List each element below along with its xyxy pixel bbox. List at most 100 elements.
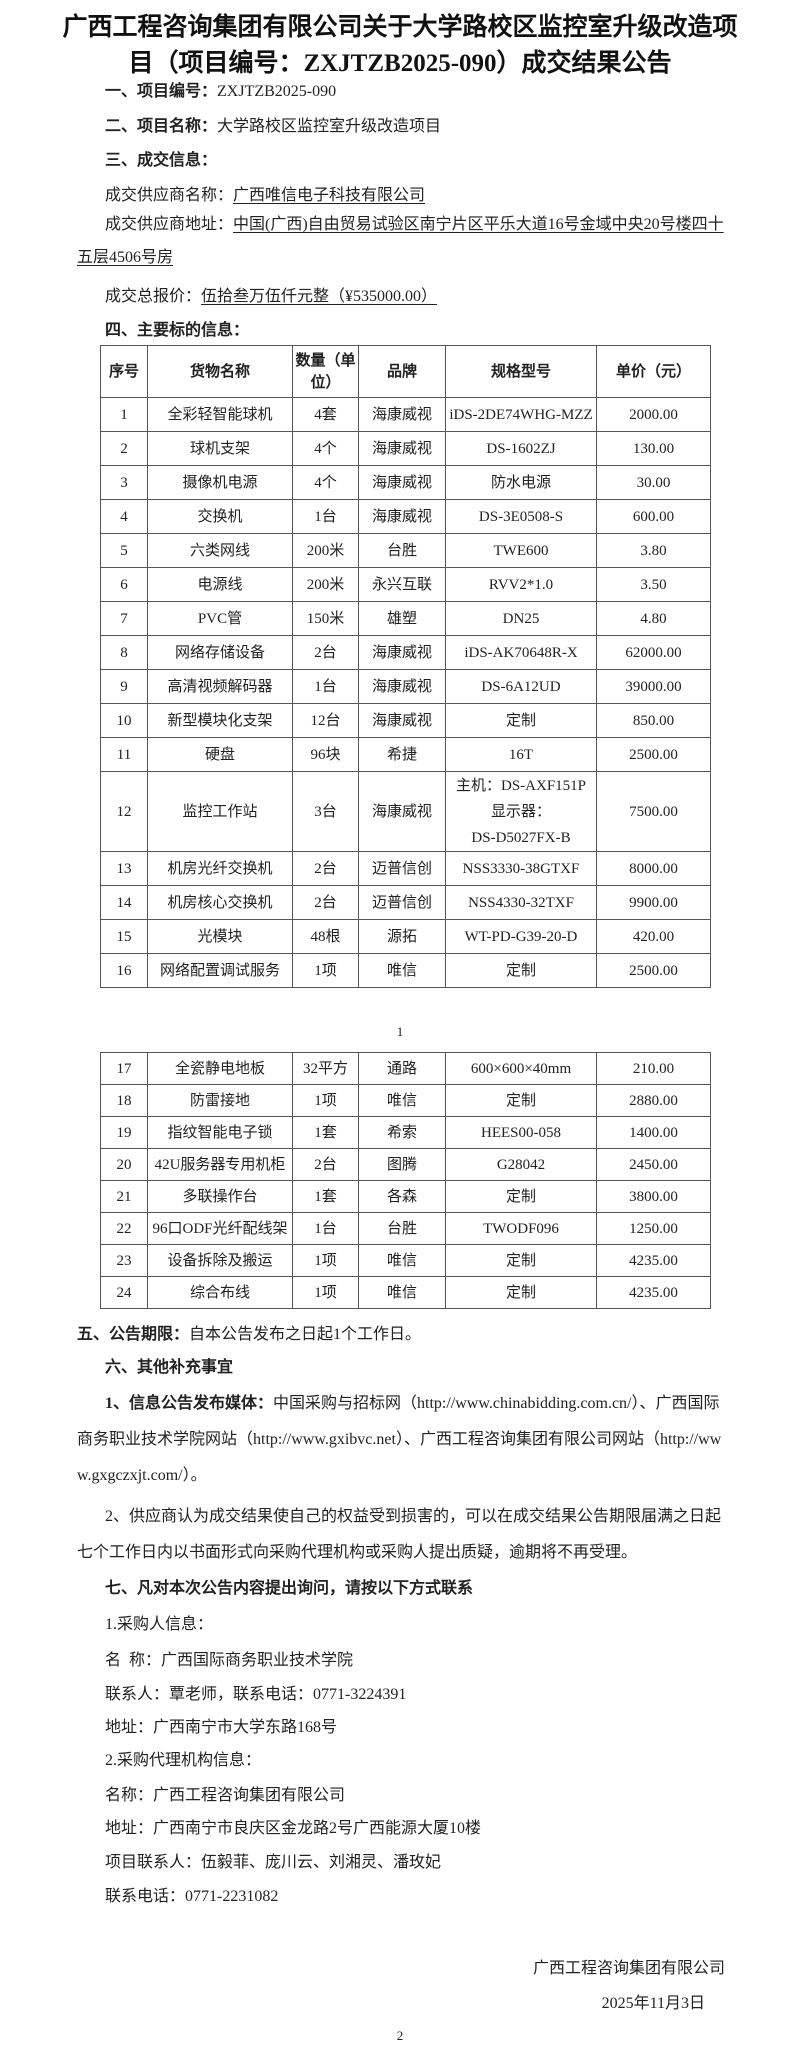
items-table-part1: 序号 货物名称 数量（单位） 品牌 规格型号 单价（元） 1 全彩轻智能球机 4套海…: [100, 345, 711, 988]
cell-model: RVV2*1.0: [445, 567, 597, 602]
cell-brand: 希索: [358, 1116, 446, 1149]
cell-model: DS-1602ZJ: [445, 431, 597, 466]
cell-seq: 1: [100, 397, 148, 432]
cell-goods-name: 摄像机电源: [147, 465, 293, 500]
table-row: 4 交换机 1台 海康威视 DS-3E0508-S 600.00: [100, 499, 711, 534]
cell-unit-price: 600.00: [596, 499, 711, 534]
cell-unit-price: 2450.00: [596, 1148, 711, 1181]
cell-model: TWODF096: [445, 1212, 597, 1245]
value: 中国采购与招标网（http://www.chinabidding.com.cn/…: [77, 1395, 722, 1484]
cell-seq: 16: [100, 953, 148, 988]
cell-brand: 唯信: [358, 1276, 446, 1309]
cell-quantity: 4个: [292, 465, 359, 500]
label: 成交供应商名称：: [105, 187, 234, 204]
signature-date: 2025年11月3日: [601, 1995, 705, 2012]
cell-model: 主机：DS-AXF151P 显示器： DS-D5027FX-B: [445, 771, 597, 852]
table-row: 15 光模块 48根 源拓 WT-PD-G39-20-D 420.00: [100, 919, 711, 954]
header-qty: 数量（单位）: [292, 345, 359, 398]
cell-brand: 台胜: [358, 533, 446, 568]
page-number: 2: [396, 2028, 404, 2043]
agent-name: 名称：广西工程咨询集团有限公司: [105, 1787, 346, 1804]
cell-goods-name: 防雷接地: [147, 1084, 293, 1117]
value: ZXJTZB2025-090: [217, 83, 337, 100]
cell-seq: 6: [100, 567, 148, 602]
header-model: 规格型号: [445, 345, 597, 398]
header-price: 单价（元）: [596, 345, 711, 398]
table-row: 8 网络存储设备 2台 海康威视 iDS-AK70648R-X 62000.00: [100, 635, 711, 670]
label: 五、公告期限：: [77, 1326, 190, 1343]
cell-goods-name: 全彩轻智能球机: [147, 397, 293, 432]
cell-model: DS-3E0508-S: [445, 499, 597, 534]
label: 一、项目编号：: [105, 83, 218, 100]
cell-goods-name: 监控工作站: [147, 771, 293, 852]
cell-goods-name: 球机支架: [147, 431, 293, 466]
project-name: 二、项目名称：大学路校区监控室升级改造项目: [105, 112, 441, 136]
cell-unit-price: 850.00: [596, 703, 711, 738]
cell-unit-price: 2500.00: [596, 737, 711, 772]
contact-heading: 七、凡对本次公告内容提出询问，请按以下方式联系: [105, 1580, 474, 1597]
cell-model: 定制: [445, 703, 597, 738]
cell-model: DS-6A12UD: [445, 669, 597, 704]
cell-unit-price: 1250.00: [596, 1212, 711, 1245]
cell-unit-price: 39000.00: [596, 669, 711, 704]
cell-unit-price: 3.80: [596, 533, 711, 568]
total-price: 成交总报价：伍拾叁万伍仟元整（¥535000.00）: [105, 282, 437, 306]
cell-goods-name: 电源线: [147, 567, 293, 602]
cell-model: TWE600: [445, 533, 597, 568]
table-row: 22 96口ODF光纤配线架 1台 台胜 TWODF096 1250.00: [100, 1212, 711, 1245]
buyer-contact: 联系人：覃老师，联系电话：0771-3224391: [105, 1686, 407, 1703]
header-seq: 序号: [100, 345, 148, 398]
items-heading: 四、主要标的信息：: [105, 322, 250, 339]
cell-seq: 14: [100, 885, 148, 920]
cell-quantity: 4个: [292, 431, 359, 466]
cell-unit-price: 210.00: [596, 1052, 711, 1085]
cell-unit-price: 4235.00: [596, 1244, 711, 1277]
cell-unit-price: 3800.00: [596, 1180, 711, 1213]
cell-brand: 海康威视: [358, 669, 446, 704]
table-row: 7 PVC管 150米 雄塑 DN25 4.80: [100, 601, 711, 636]
value: 广西唯信电子科技有限公司: [233, 187, 426, 204]
cell-quantity: 1台: [292, 1212, 359, 1245]
table-row: 9 高清视频解码器 1台 海康威视 DS-6A12UD 39000.00: [100, 669, 711, 704]
cell-quantity: 96块: [292, 737, 359, 772]
cell-quantity: 12台: [292, 703, 359, 738]
cell-seq: 13: [100, 851, 148, 886]
cell-goods-name: 网络配置调试服务: [147, 953, 293, 988]
cell-goods-name: 多联操作台: [147, 1180, 293, 1213]
cell-quantity: 4套: [292, 397, 359, 432]
cell-brand: 源拓: [358, 919, 446, 954]
agent-contacts: 项目联系人：伍毅菲、庞川云、刘湘灵、潘玫妃: [105, 1854, 442, 1871]
cell-model: 600×600×40mm: [445, 1052, 597, 1085]
table-row: 21 多联操作台 1套 各森 定制 3800.00: [100, 1180, 711, 1213]
cell-model: DN25: [445, 601, 597, 636]
cell-goods-name: 网络存储设备: [147, 635, 293, 670]
header-name: 货物名称: [147, 345, 293, 398]
cell-quantity: 3台: [292, 771, 359, 852]
cell-model: 定制: [445, 1244, 597, 1277]
buyer-name: 名 称：广西国际商务职业技术学院: [105, 1652, 354, 1669]
cell-unit-price: 2000.00: [596, 397, 711, 432]
cell-brand: 海康威视: [358, 397, 446, 432]
other-matters-heading: 六、其他补充事宜: [105, 1359, 234, 1376]
cell-seq: 10: [100, 703, 148, 738]
value: 大学路校区监控室升级改造项目: [217, 118, 442, 135]
page-title: 广西工程咨询集团有限公司关于大学路校区监控室升级改造项目（项目编号：ZXJTZB…: [62, 14, 738, 77]
agent-phone: 联系电话：0771-2231082: [105, 1888, 279, 1905]
cell-seq: 17: [100, 1052, 148, 1085]
value: 自本公告发布之日起1个工作日。: [189, 1326, 422, 1343]
cell-model: 防水电源: [445, 465, 597, 500]
cell-goods-name: 综合布线: [147, 1276, 293, 1309]
cell-brand: 海康威视: [358, 465, 446, 500]
table-row: 1 全彩轻智能球机 4套 海康威视 iDS-2DE74WHG-MZZ 2000.00: [100, 397, 711, 432]
cell-brand: 雄塑: [358, 601, 446, 636]
cell-brand: 海康威视: [358, 431, 446, 466]
table-row: 17 全瓷静电地板 32平方 通路 600×600×40mm 210.00: [100, 1052, 711, 1085]
supplier-name: 成交供应商名称：广西唯信电子科技有限公司: [105, 181, 425, 205]
cell-unit-price: 1400.00: [596, 1116, 711, 1149]
label: 二、项目名称：: [105, 118, 218, 135]
cell-seq: 19: [100, 1116, 148, 1149]
agent-label: 2.采购代理机构信息：: [105, 1752, 262, 1769]
cell-brand: 迈普信创: [358, 885, 446, 920]
cell-seq: 23: [100, 1244, 148, 1277]
cell-brand: 永兴互联: [358, 567, 446, 602]
